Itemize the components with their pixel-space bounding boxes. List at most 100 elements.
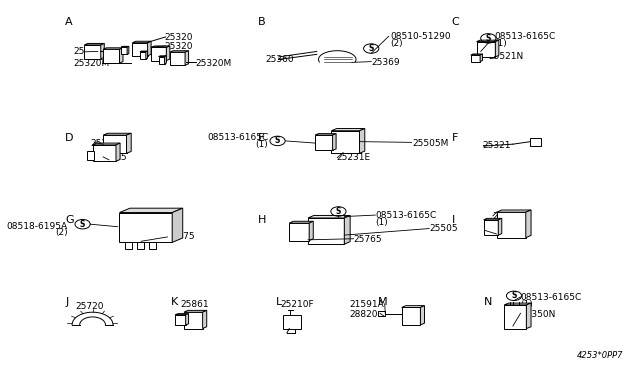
Polygon shape bbox=[103, 135, 127, 153]
Polygon shape bbox=[186, 314, 189, 325]
Polygon shape bbox=[315, 135, 333, 150]
Polygon shape bbox=[140, 52, 146, 59]
Polygon shape bbox=[132, 41, 151, 43]
Text: 4253*0PP7: 4253*0PP7 bbox=[577, 351, 623, 360]
Polygon shape bbox=[93, 143, 120, 145]
Text: 08510-51290: 08510-51290 bbox=[390, 32, 451, 41]
Polygon shape bbox=[159, 56, 166, 57]
Polygon shape bbox=[378, 311, 385, 316]
Polygon shape bbox=[497, 210, 531, 212]
Text: 08513-6165C: 08513-6165C bbox=[375, 211, 436, 220]
Polygon shape bbox=[137, 242, 144, 249]
Polygon shape bbox=[166, 46, 170, 61]
Polygon shape bbox=[93, 145, 116, 161]
Text: S: S bbox=[80, 220, 85, 229]
Polygon shape bbox=[471, 55, 480, 62]
Polygon shape bbox=[289, 221, 313, 223]
Polygon shape bbox=[185, 51, 189, 65]
Polygon shape bbox=[495, 40, 499, 57]
Polygon shape bbox=[116, 143, 120, 161]
Text: 25360: 25360 bbox=[266, 55, 294, 64]
Polygon shape bbox=[184, 312, 203, 328]
Text: 25720: 25720 bbox=[75, 302, 104, 311]
Text: (2): (2) bbox=[390, 39, 403, 48]
Text: S: S bbox=[486, 34, 491, 43]
Text: 25975: 25975 bbox=[166, 232, 195, 241]
Text: 25369: 25369 bbox=[371, 58, 400, 67]
Text: S: S bbox=[275, 137, 280, 145]
Polygon shape bbox=[531, 138, 541, 146]
Polygon shape bbox=[308, 218, 344, 244]
Polygon shape bbox=[127, 46, 129, 54]
Text: 08513-6165C: 08513-6165C bbox=[494, 32, 556, 41]
Polygon shape bbox=[84, 45, 100, 59]
Text: 25521N: 25521N bbox=[488, 52, 524, 61]
Polygon shape bbox=[284, 315, 301, 328]
Text: (1): (1) bbox=[520, 300, 533, 309]
Text: 25321: 25321 bbox=[483, 141, 511, 150]
Text: 08518-6195A: 08518-6195A bbox=[7, 221, 68, 231]
Text: 21591A: 21591A bbox=[349, 300, 384, 309]
Polygon shape bbox=[146, 51, 148, 59]
Polygon shape bbox=[360, 129, 365, 153]
Polygon shape bbox=[127, 133, 131, 153]
Text: M: M bbox=[378, 297, 388, 307]
Polygon shape bbox=[184, 310, 207, 312]
Polygon shape bbox=[332, 129, 365, 131]
Polygon shape bbox=[499, 218, 502, 235]
Text: 25210F: 25210F bbox=[280, 300, 314, 309]
Polygon shape bbox=[344, 215, 350, 244]
Text: S: S bbox=[369, 44, 374, 53]
Polygon shape bbox=[170, 51, 189, 52]
Text: 25861: 25861 bbox=[180, 300, 209, 309]
Polygon shape bbox=[402, 306, 424, 308]
Polygon shape bbox=[420, 306, 424, 325]
Text: A: A bbox=[65, 17, 73, 27]
Text: 25195: 25195 bbox=[99, 153, 127, 162]
Polygon shape bbox=[315, 134, 336, 135]
Polygon shape bbox=[103, 49, 120, 63]
Polygon shape bbox=[120, 212, 172, 243]
Polygon shape bbox=[132, 43, 148, 56]
Polygon shape bbox=[504, 305, 526, 328]
Polygon shape bbox=[100, 44, 104, 59]
Text: 25505A: 25505A bbox=[492, 212, 527, 221]
Polygon shape bbox=[289, 223, 309, 241]
Text: 08513-6165C: 08513-6165C bbox=[520, 293, 582, 302]
Text: D: D bbox=[65, 133, 74, 143]
Text: 25320: 25320 bbox=[164, 42, 193, 51]
Polygon shape bbox=[480, 54, 483, 62]
Text: (1): (1) bbox=[494, 39, 507, 48]
Polygon shape bbox=[151, 46, 170, 48]
Polygon shape bbox=[402, 308, 420, 325]
Text: B: B bbox=[258, 17, 266, 27]
Polygon shape bbox=[526, 303, 531, 328]
Polygon shape bbox=[84, 44, 104, 45]
Text: 25231E: 25231E bbox=[336, 154, 370, 163]
Text: I: I bbox=[451, 215, 454, 225]
Polygon shape bbox=[477, 40, 499, 42]
Text: 25505M: 25505M bbox=[412, 139, 449, 148]
Text: C: C bbox=[451, 17, 459, 27]
Polygon shape bbox=[121, 46, 129, 47]
Text: N: N bbox=[484, 297, 492, 307]
Text: G: G bbox=[65, 215, 74, 225]
Polygon shape bbox=[140, 51, 148, 52]
Polygon shape bbox=[170, 52, 185, 65]
Polygon shape bbox=[172, 208, 182, 243]
Polygon shape bbox=[103, 133, 131, 135]
Text: (1): (1) bbox=[375, 218, 388, 227]
Polygon shape bbox=[484, 220, 499, 235]
Polygon shape bbox=[148, 41, 151, 56]
Polygon shape bbox=[504, 303, 531, 305]
Polygon shape bbox=[175, 314, 189, 315]
Polygon shape bbox=[120, 48, 123, 63]
Text: 25505: 25505 bbox=[430, 224, 458, 233]
Text: J: J bbox=[65, 297, 68, 307]
Text: 25280: 25280 bbox=[90, 139, 119, 148]
Polygon shape bbox=[148, 242, 156, 249]
Polygon shape bbox=[497, 212, 526, 238]
Polygon shape bbox=[120, 208, 182, 212]
Text: 25380: 25380 bbox=[484, 227, 512, 236]
Polygon shape bbox=[121, 47, 127, 54]
